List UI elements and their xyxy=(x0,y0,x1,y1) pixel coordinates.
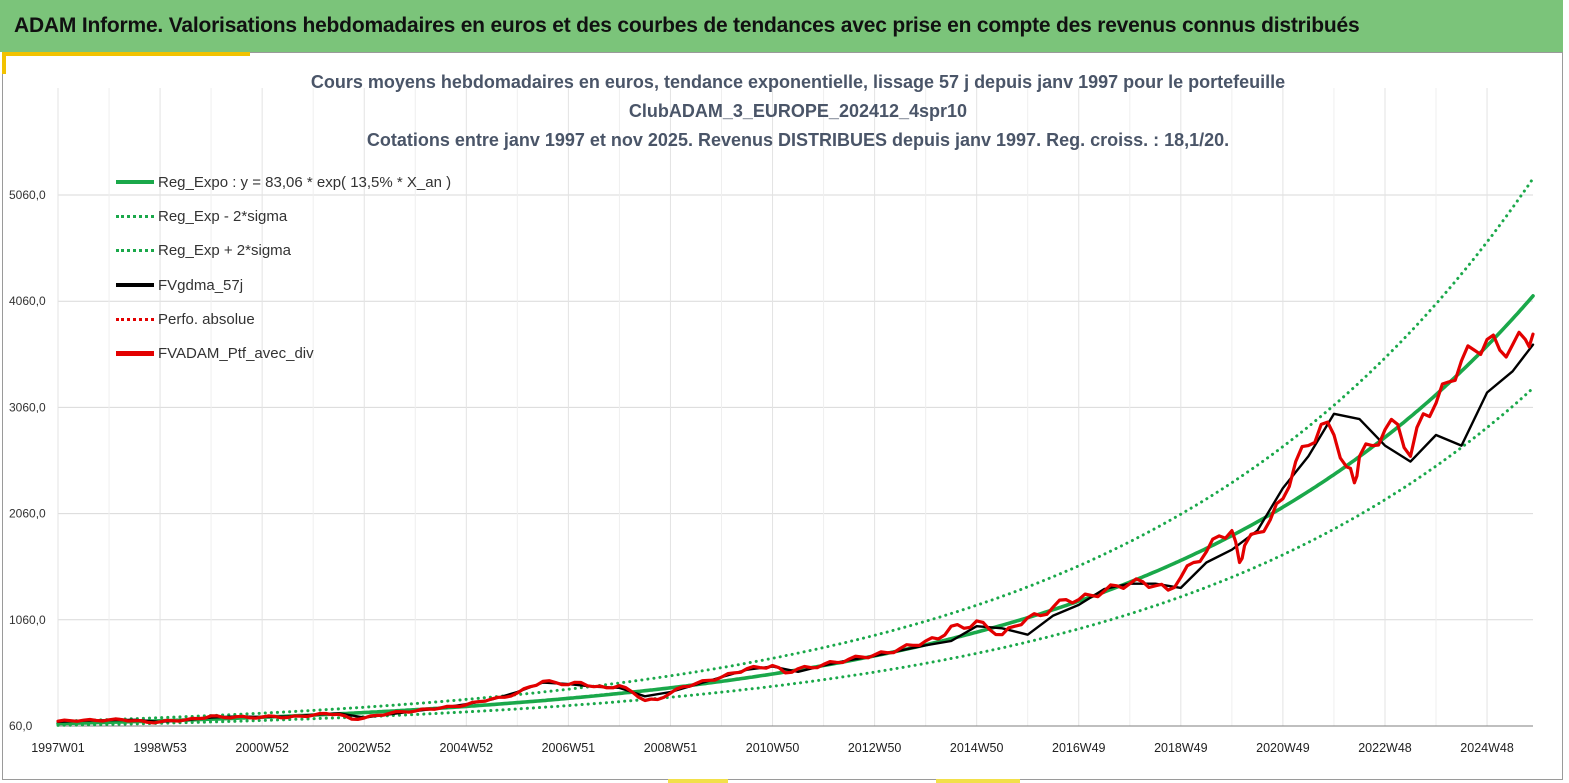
legend-item-fvgdma: FVgdma_57j xyxy=(116,268,451,302)
legend-label: Reg_Exp - 2*sigma xyxy=(158,207,288,225)
series-line-fvgdma xyxy=(56,343,1535,723)
series-line-fvadam xyxy=(56,330,1535,725)
gridlines xyxy=(57,88,1533,726)
legend-swatch-dotted-green xyxy=(116,249,154,253)
legend-item-perfo: Perfo. absolue xyxy=(116,302,451,336)
axes: 60,0 1060,0 2060,0 3060,0 4060,0 5060,0 1997W0… xyxy=(9,188,1533,755)
legend-label: FVgdma_57j xyxy=(158,276,244,294)
legend-swatch-thick-red xyxy=(116,351,154,357)
legend-item-reg-expo: Reg_Expo : y = 83,06 * exp( 13,5% * X_an… xyxy=(116,165,451,199)
frame-accent-bottom xyxy=(668,779,728,783)
x-tick-label: 2012W50 xyxy=(848,741,902,755)
series-line-reg-exp-plus xyxy=(56,177,1535,723)
x-tick-label: 2018W49 xyxy=(1154,741,1208,755)
report-title: ADAM Informe. Valorisations hebdomadaire… xyxy=(14,14,1360,37)
x-tick-label: 2006W51 xyxy=(542,741,596,755)
legend-label: Reg_Exp + 2*sigma xyxy=(158,242,291,260)
series-line-reg-exp-minus xyxy=(56,386,1535,727)
legend-swatch-dotted-red xyxy=(116,317,154,321)
frame-accent-top xyxy=(2,52,250,56)
legend-label: FVADAM_Ptf_avec_div xyxy=(158,345,314,363)
y-tick-label: 1060,0 xyxy=(9,613,46,627)
series-lines xyxy=(56,177,1535,727)
x-tick-label: 2014W50 xyxy=(950,741,1004,755)
chart-subtitle-2: Cotations entre janv 1997 et nov 2025. R… xyxy=(366,130,1230,150)
x-tick-label: 2008W51 xyxy=(644,741,698,755)
legend-item-reg-exp-plus: Reg_Exp + 2*sigma xyxy=(116,234,451,268)
x-tick-label: 2016W49 xyxy=(1052,741,1106,755)
legend-item-reg-exp-minus: Reg_Exp - 2*sigma xyxy=(116,199,451,233)
x-tick-label: 2022W48 xyxy=(1358,741,1412,755)
legend-item-fvadam: FVADAM_Ptf_avec_div xyxy=(116,336,451,370)
y-tick-label: 3060,0 xyxy=(9,400,46,414)
x-tick-label: 2000W52 xyxy=(235,741,289,755)
chart-titles: Cours moyens hebdomadaires en euros, ten… xyxy=(60,68,1536,155)
frame-accent-left xyxy=(2,52,6,74)
legend-swatch-solid-black xyxy=(116,283,154,288)
x-tick-label: 2020W49 xyxy=(1256,741,1310,755)
y-tick-label: 60,0 xyxy=(9,719,33,733)
legend-label: Reg_Expo : y = 83,06 * exp( 13,5% * X_an… xyxy=(158,173,452,191)
chart-title: Cours moyens hebdomadaires en euros, ten… xyxy=(310,72,1286,92)
frame-accent-bottom xyxy=(936,779,1020,783)
report-banner: ADAM Informe. Valorisations hebdomadaire… xyxy=(0,0,1563,52)
x-tick-label: 1997W01 xyxy=(31,741,85,755)
legend-swatch-dotted-green xyxy=(116,214,154,218)
x-tick-label: 1998W53 xyxy=(133,741,187,755)
chart-subtitle: ClubADAM_3_EUROPE_202412_4spr10 xyxy=(628,101,968,121)
legend-swatch-solid-green xyxy=(116,180,154,185)
y-tick-label: 5060,0 xyxy=(9,188,46,202)
x-tick-label: 2024W48 xyxy=(1460,741,1514,755)
x-tick-label: 2004W52 xyxy=(440,741,494,755)
y-tick-label: 4060,0 xyxy=(9,294,46,308)
y-tick-label: 2060,0 xyxy=(9,507,46,521)
x-tick-label: 2010W50 xyxy=(746,741,800,755)
x-tick-label: 2002W52 xyxy=(337,741,391,755)
chart-legend: Reg_Expo : y = 83,06 * exp( 13,5% * X_an… xyxy=(116,165,451,371)
legend-label: Perfo. absolue xyxy=(158,310,255,328)
